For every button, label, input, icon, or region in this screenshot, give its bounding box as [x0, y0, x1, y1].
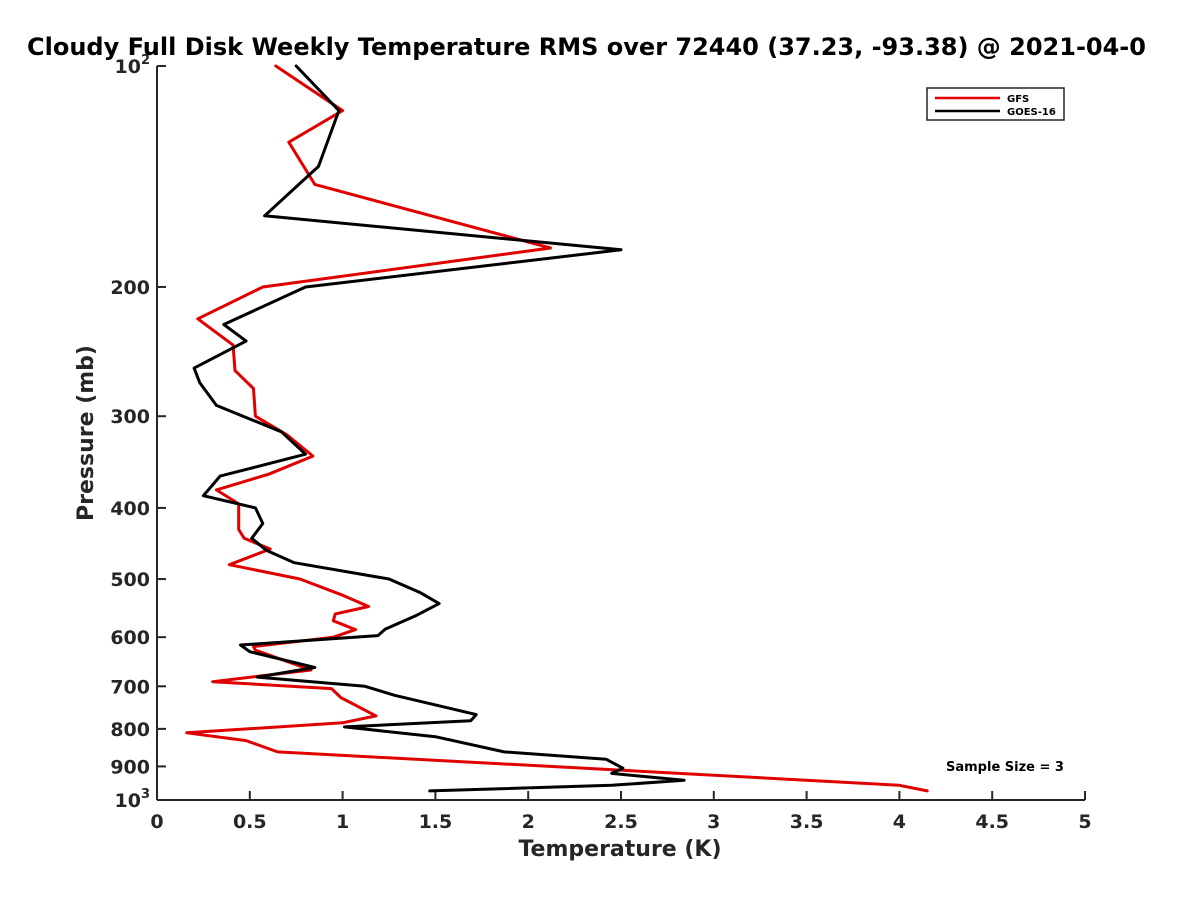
legend: GFS GOES-16: [926, 87, 1065, 121]
y-tick-label: 800: [110, 719, 150, 741]
series-line-gfs: [185, 64, 929, 793]
y-tick-label: 102: [115, 53, 151, 78]
y-tick-label: 200: [110, 277, 150, 299]
sample-size-annotation: Sample Size = 3: [946, 760, 1064, 775]
y-tick-label: 103: [115, 787, 151, 812]
chart-title: Cloudy Full Disk Weekly Temperature RMS …: [27, 33, 1146, 61]
y-tick-label: 500: [110, 569, 150, 591]
y-tick-label: 900: [110, 756, 150, 778]
x-tick-label: 3: [707, 811, 720, 833]
x-axis-ticks: 0 0.5 1 1.5 2 2.5 3 3.5 4 4.5 5: [150, 791, 1092, 833]
x-tick-label: 3.5: [790, 811, 824, 833]
legend-label-goes-16: GOES-16: [1007, 107, 1056, 118]
series-lines: [185, 64, 929, 793]
x-tick-label: 2.5: [604, 811, 638, 833]
y-tick-label: 300: [110, 406, 150, 428]
x-tick-label: 1: [336, 811, 349, 833]
x-tick-label: 5: [1078, 811, 1091, 833]
y-tick-label: 600: [110, 627, 150, 649]
y-tick-label: 400: [110, 498, 150, 520]
x-tick-label: 4: [893, 811, 906, 833]
x-tick-label: 4.5: [975, 811, 1009, 833]
y-axis-ticks: 102 200 300 400 500 600 700 800 900 103: [110, 53, 166, 812]
x-tick-label: 2: [522, 811, 535, 833]
x-tick-label: 0: [150, 811, 163, 833]
series-line-goes-16: [192, 64, 686, 793]
plot-area: [156, 66, 1085, 801]
x-tick-label: 1.5: [419, 811, 453, 833]
y-tick-label: 700: [110, 676, 150, 698]
x-axis-label: Temperature (K): [518, 837, 721, 862]
legend-label-gfs: GFS: [1007, 94, 1029, 105]
y-axis-label: Pressure (mb): [74, 345, 99, 521]
x-tick-label: 0.5: [233, 811, 267, 833]
legend-box: [926, 87, 1065, 121]
